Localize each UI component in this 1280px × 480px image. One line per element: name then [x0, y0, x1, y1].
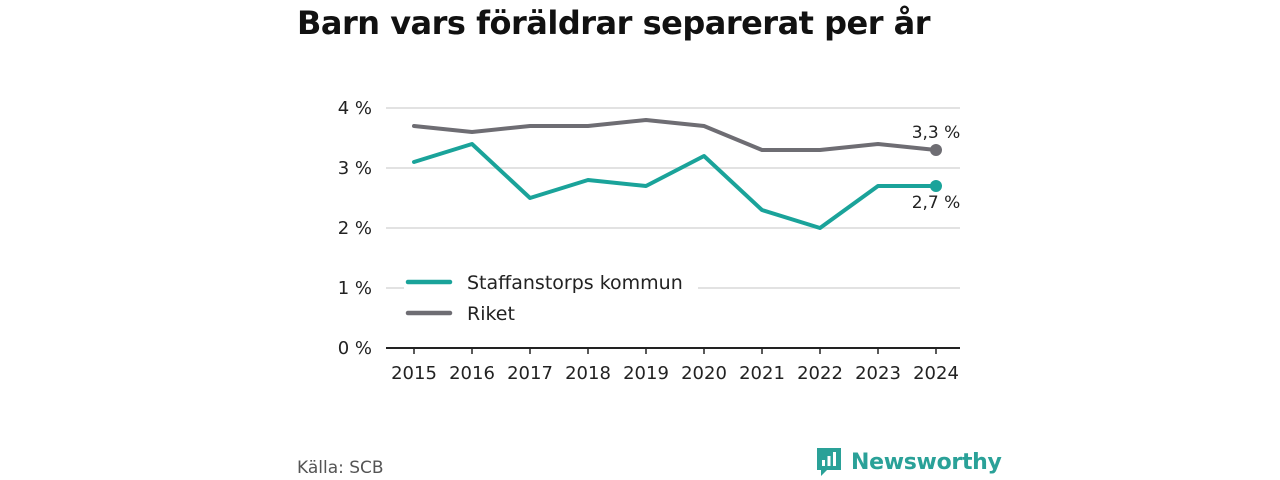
x-tick-label: 2018 — [565, 363, 611, 384]
end-labels: 3,3 % 2,7 % — [912, 123, 961, 213]
newsworthy-logo: Newsworthy — [815, 446, 1002, 478]
x-tick-label: 2022 — [797, 363, 843, 384]
legend-label: Staffanstorps kommun — [467, 272, 683, 294]
x-tick-label: 2017 — [507, 363, 553, 384]
series-line — [412, 142, 938, 230]
x-tick-label: 2021 — [739, 363, 785, 384]
x-tick-label: 2019 — [623, 363, 669, 384]
x-tick-label: 2024 — [913, 363, 959, 384]
y-axis-ticks: 0 % 1 % 2 % 3 % 4 % — [338, 98, 372, 359]
y-tick-label: 4 % — [338, 98, 372, 119]
end-value-label: 2,7 % — [912, 193, 961, 213]
series-line — [412, 118, 938, 152]
newsworthy-logo-icon — [817, 448, 841, 476]
end-point-marker — [930, 144, 942, 156]
end-value-label: 3,3 % — [912, 123, 961, 143]
y-tick-label: 0 % — [338, 338, 372, 359]
y-tick-label: 3 % — [338, 158, 372, 179]
legend-background — [404, 301, 698, 327]
gridlines — [386, 107, 960, 289]
y-tick-label: 1 % — [338, 278, 372, 299]
y-tick-label: 2 % — [338, 218, 372, 239]
source-note: Källa: SCB — [297, 458, 384, 478]
x-tick-label: 2020 — [681, 363, 727, 384]
end-point-marker — [930, 180, 942, 192]
series-lines — [412, 118, 942, 230]
x-tick-label: 2016 — [449, 363, 495, 384]
x-tick-label: 2023 — [855, 363, 901, 384]
legend: Staffanstorps kommun Riket — [404, 270, 698, 327]
chart-title: Barn vars föräldrar separerat per år — [297, 4, 931, 42]
brand-name: Newsworthy — [851, 449, 1002, 475]
legend-background — [404, 270, 698, 296]
x-axis: 2015 2016 2017 2018 2019 2020 2021 2022 2023 2024 — [386, 347, 960, 384]
x-tick-label: 2015 — [391, 363, 437, 384]
legend-label: Riket — [467, 303, 515, 325]
